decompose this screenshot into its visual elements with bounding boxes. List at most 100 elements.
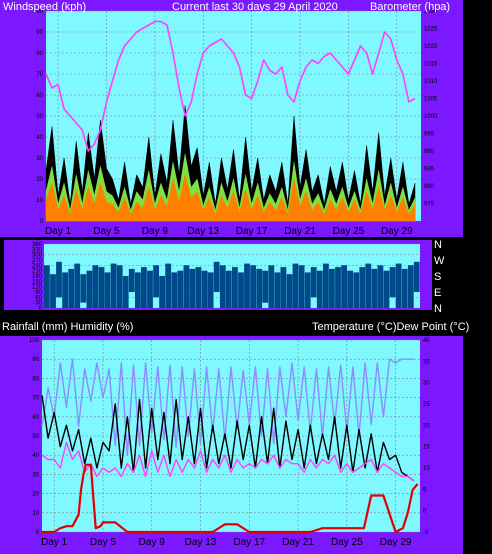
direction-bar-13 (122, 276, 129, 308)
barometer-tick-3: 990 (424, 149, 435, 155)
temp-marks (41, 358, 419, 534)
direction-bar-32 (238, 272, 244, 308)
direction-bar-44 (310, 267, 317, 298)
direction-label-e: E (434, 287, 441, 299)
direction-label-s: S (434, 271, 441, 283)
temp-xtick-2: Day 9 (139, 537, 166, 548)
humidity-tick-0: 0 (36, 530, 40, 536)
direction-bar-24 (189, 268, 196, 308)
wind-tick-0: 0 (40, 219, 44, 225)
wind-xtick-7: Day 29 (381, 226, 413, 237)
temperature-tick-3: 10 (423, 466, 430, 472)
direction-tick-2: 60 (35, 295, 42, 301)
wind-tick-3: 30 (36, 156, 43, 162)
temperature-tick-9: 40 (423, 338, 430, 344)
humidity-tick-3: 30 (32, 472, 39, 478)
direction-bar-47 (329, 268, 335, 308)
temperature-y-ticks-right: -5 0 5 10 15 20 25 30 35 40 (423, 338, 430, 536)
direction-marks (44, 261, 420, 308)
temperature-tick-0: -5 (423, 530, 429, 536)
humidity-tick-8: 80 (32, 376, 39, 382)
wind-tick-9: 90 (36, 30, 43, 36)
temperature-tick-7: 30 (423, 381, 430, 387)
direction-bar-10 (104, 272, 111, 308)
humidity-tick-10: 100 (29, 338, 40, 344)
direction-bar-55 (377, 265, 384, 308)
temp-grid (42, 339, 420, 533)
temp-xtick-0: Day 1 (41, 537, 68, 548)
direction-label-n-top: N (434, 239, 442, 251)
wind-tick-4: 40 (36, 135, 43, 141)
direction-bar-49 (341, 265, 347, 308)
wind-marks (45, 20, 416, 222)
direction-label-n-bottom: N (434, 303, 442, 315)
direction-bar-58 (395, 263, 402, 308)
direction-bar-7 (86, 270, 93, 308)
rain-humidity-axis-label: Rainfall (mm) Humidity (%) (2, 321, 133, 333)
humidity-tick-1: 10 (32, 511, 39, 517)
direction-bar-27 (207, 272, 214, 308)
barometer-tick-7: 1010 (424, 79, 438, 85)
direction-bar-21 (171, 272, 178, 308)
temp-xtick-4: Day 17 (233, 537, 265, 548)
direction-bar-4 (68, 268, 75, 308)
direction-tick-10: 300 (32, 253, 43, 259)
direction-bar-20 (165, 263, 172, 308)
wind-grid (46, 10, 421, 222)
wind-xtick-0: Day 1 (45, 226, 72, 237)
rainfall-line (42, 463, 419, 534)
barometer-tick-5: 1000 (424, 114, 438, 120)
direction-bar-42 (298, 265, 305, 308)
temperature-tick-6: 25 (423, 402, 430, 408)
temperature-tick-8: 35 (423, 359, 430, 365)
direction-bar-50 (347, 270, 353, 308)
humidity-tick-6: 60 (32, 415, 39, 421)
wind-xtick-2: Day 9 (142, 226, 169, 237)
direction-tick-5: 150 (32, 279, 43, 285)
direction-bar-0 (44, 265, 50, 308)
wind-xtick-1: Day 5 (93, 226, 120, 237)
wind-tick-8: 80 (36, 51, 43, 57)
direction-tick-12: 360 (32, 242, 43, 248)
direction-bar-15 (135, 272, 141, 308)
direction-tick-3: 90 (35, 290, 42, 296)
direction-bar-30 (225, 270, 232, 308)
direction-tick-9: 270 (32, 258, 43, 264)
barometer-axis-label: Barometer (hpa) (370, 1, 450, 13)
direction-bar-18 (153, 265, 159, 298)
gust-area (45, 105, 416, 222)
barometer-tick-1: 980 (424, 184, 435, 190)
barometer-tick-6: 1005 (424, 97, 438, 103)
humidity-tick-7: 70 (32, 396, 39, 402)
wind-tick-10: 100 (33, 9, 44, 15)
direction-tick-0: 0 (39, 306, 43, 312)
direction-bar-25 (195, 267, 202, 308)
wind-xtick-3: Day 13 (187, 226, 219, 237)
direction-bar-51 (353, 272, 360, 308)
wind-tick-5: 50 (36, 114, 43, 120)
direction-bar-52 (359, 267, 366, 308)
humidity-tick-2: 20 (32, 492, 39, 498)
direction-bar-19 (159, 276, 165, 308)
direction-bar-26 (201, 270, 208, 308)
direction-tick-1: 30 (35, 301, 42, 307)
direction-bar-41 (292, 263, 299, 308)
direction-bar-61 (413, 261, 420, 292)
humidity-y-ticks-left: 0 10 20 30 40 50 60 70 80 90 100 (29, 338, 40, 536)
barometer-tick-8: 1015 (424, 62, 438, 68)
temp-xtick-7: Day 29 (380, 537, 412, 548)
temperature-tick-2: 5 (423, 487, 427, 493)
direction-bar-60 (407, 265, 414, 308)
direction-bar-43 (304, 272, 311, 308)
direction-bar-39 (280, 267, 287, 308)
humidity-tick-5: 50 (32, 434, 39, 440)
direction-bar-3 (62, 272, 68, 308)
wind-xtick-5: Day 21 (284, 226, 316, 237)
direction-tick-11: 330 (32, 247, 43, 253)
temp-xtick-3: Day 13 (185, 537, 217, 548)
dewpoint-line (41, 441, 415, 482)
humidity-tick-4: 40 (32, 453, 39, 459)
chart-title: Current last 30 days 29 April 2020 (172, 1, 338, 13)
